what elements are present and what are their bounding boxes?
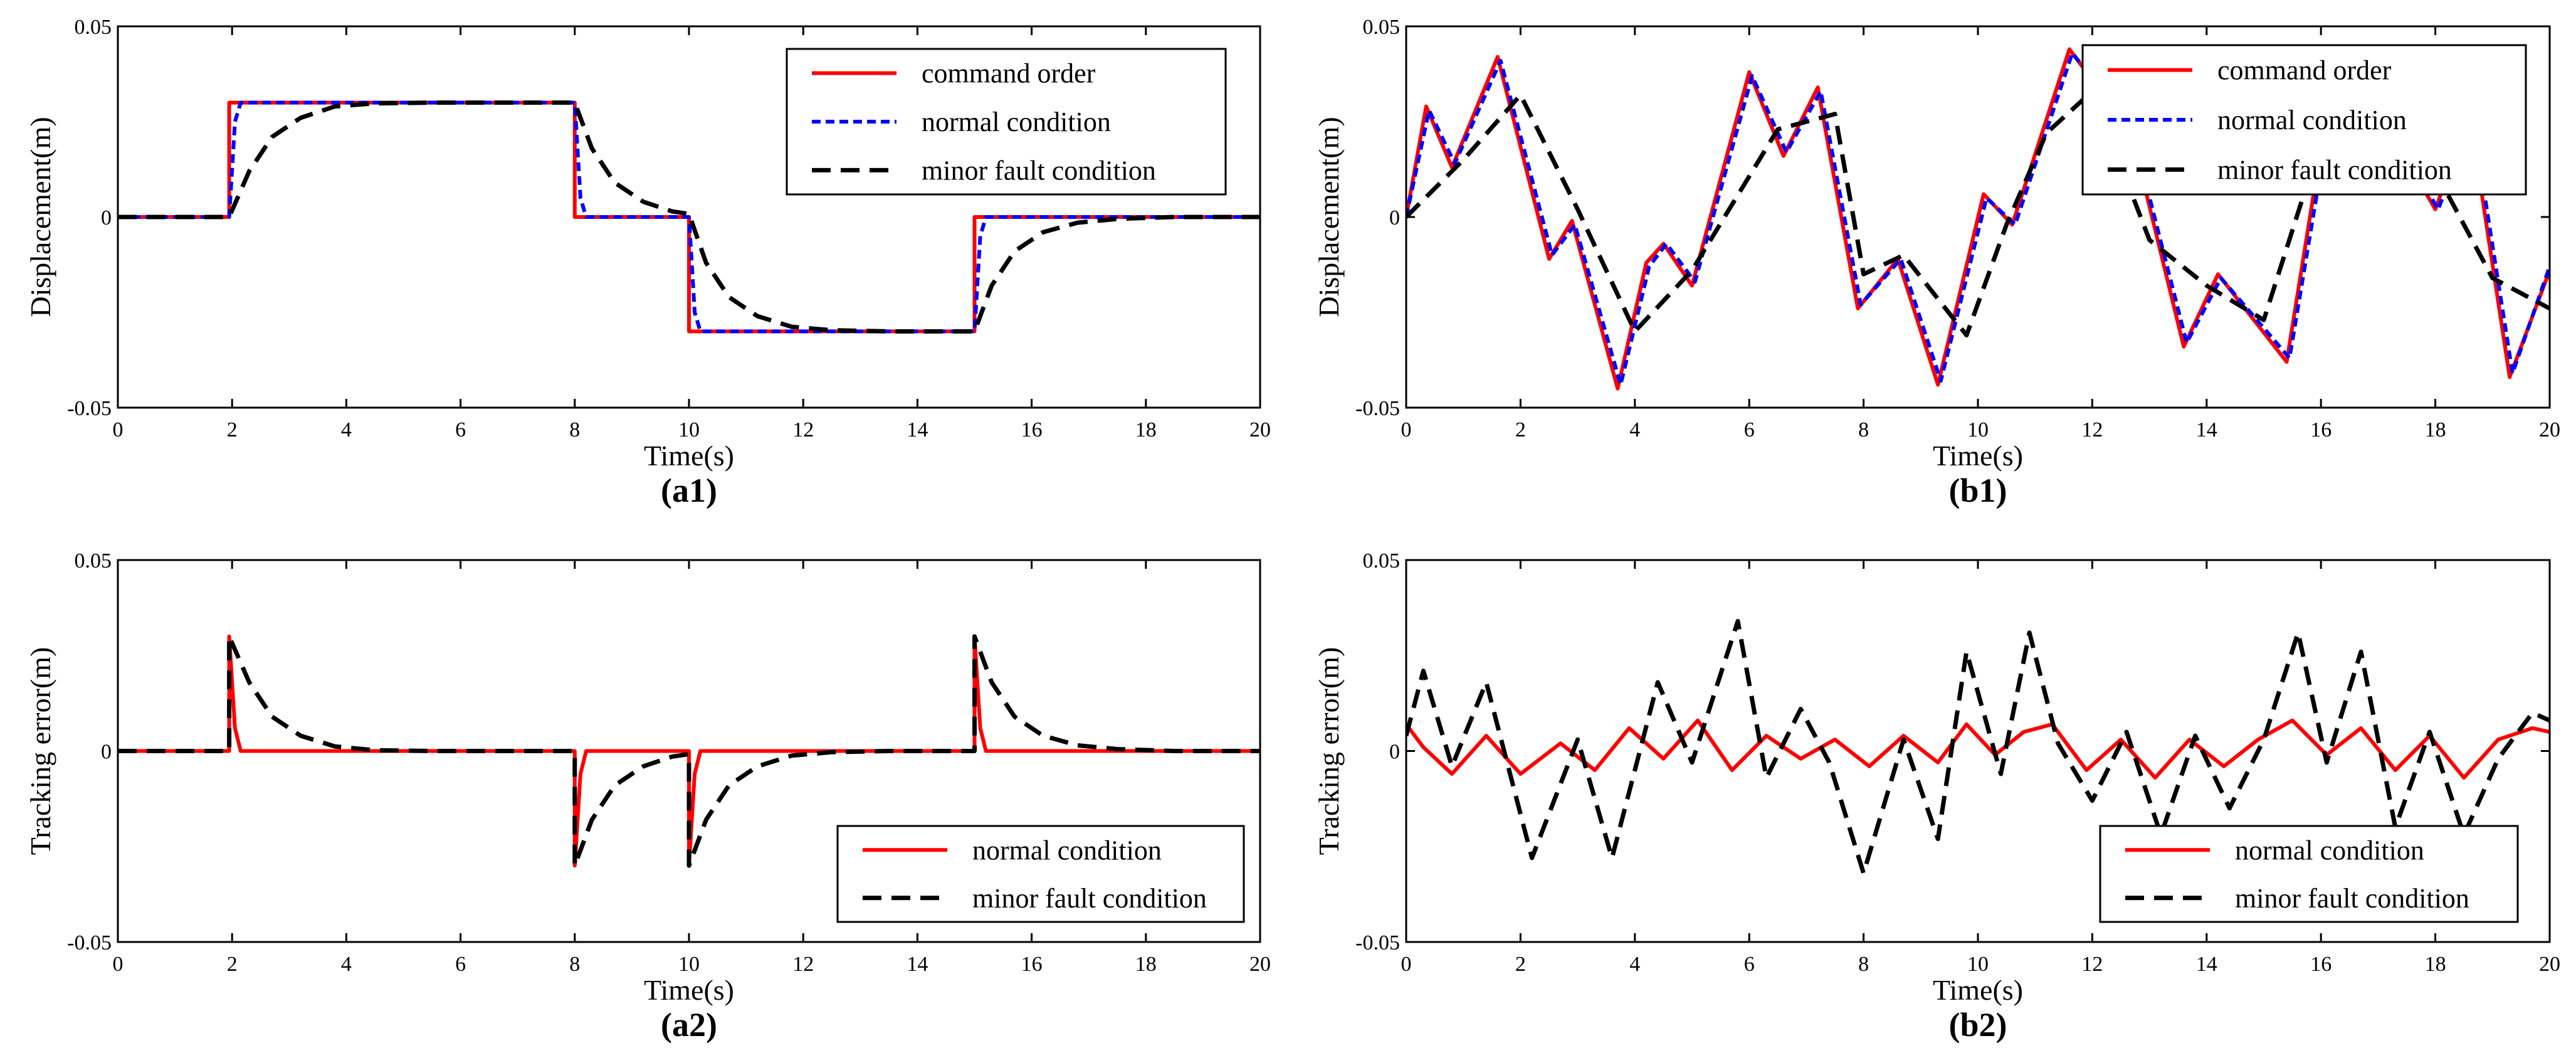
- x-tick-label-a1-5: 10: [678, 418, 700, 442]
- y-tick-label-a1-0: -0.05: [67, 397, 112, 420]
- x-tick-label-a1-8: 16: [1021, 418, 1043, 442]
- x-axis-label-a1: Time(s): [644, 440, 734, 472]
- x-tick-label-a2-5: 10: [678, 953, 700, 976]
- x-tick-label-b2-4: 8: [1858, 953, 1869, 976]
- series-line-b1-2: [1406, 88, 2550, 337]
- legend-a2: normal condition minor fault condition: [836, 825, 1245, 923]
- y-tick-label-a2-0: -0.05: [67, 931, 112, 955]
- x-tick-label-b2-5: 10: [1967, 953, 1989, 976]
- x-tick-label-a2-0: 0: [113, 953, 124, 976]
- x-tick-label-b2-3: 6: [1744, 953, 1755, 976]
- x-axis-label-b2: Time(s): [1933, 974, 2023, 1006]
- series-line-b2-0: [1406, 718, 2550, 780]
- legend-box-a2: [836, 825, 1245, 923]
- x-tick-label-a1-1: 2: [227, 418, 238, 442]
- x-tick-label-b2-6: 12: [2081, 953, 2103, 976]
- x-tick-label-b1-5: 10: [1967, 418, 1989, 442]
- series-line-a1-2: [118, 100, 1260, 334]
- series-line-a2-1: [118, 634, 1260, 868]
- x-tick-label-b1-4: 8: [1858, 418, 1869, 442]
- x-tick-label-a2-3: 6: [455, 953, 466, 976]
- y-tick-label-b1-2: 0.05: [1363, 16, 1401, 39]
- x-tick-label-a1-4: 8: [569, 418, 580, 442]
- x-tick-label-a2-9: 18: [1135, 953, 1157, 976]
- x-tick-label-b1-6: 12: [2081, 418, 2103, 442]
- x-axis-label-a2: Time(s): [644, 974, 734, 1006]
- legend-label-a1-0: command order: [922, 58, 1096, 89]
- panel-b1: 0 2 4 6 8 10 12 14 16 18 20-0.0500.05Time(s)(b1)Di…: [1313, 16, 2560, 509]
- x-tick-label-b2-1: 2: [1515, 953, 1526, 976]
- x-tick-label-b2-9: 18: [2425, 953, 2446, 976]
- x-tick-label-a2-1: 2: [227, 953, 238, 976]
- x-tick-label-a1-6: 12: [792, 418, 814, 442]
- legend-a1: command order normal condition minor fault…: [786, 48, 1227, 196]
- y-tick-label-a2-1: 0: [101, 741, 112, 764]
- x-tick-label-a1-10: 20: [1249, 418, 1271, 442]
- x-tick-label-b1-7: 14: [2196, 418, 2217, 442]
- panel-a2: 0 2 4 6 8 10 12 14 16 18 20-0.0500.05Time(s)(a2)Tr…: [24, 549, 1271, 1044]
- x-tick-label-b2-2: 4: [1629, 953, 1640, 976]
- panel-caption-a2: (a2): [661, 1006, 717, 1044]
- x-tick-label-a2-2: 4: [341, 953, 352, 976]
- x-tick-label-a1-3: 6: [455, 418, 466, 442]
- y-tick-label-b1-0: -0.05: [1355, 397, 1400, 420]
- panel-caption-a1: (a1): [661, 472, 717, 509]
- legend-label-b1-2: minor fault condition: [2217, 154, 2452, 185]
- panel-b2: 0 2 4 6 8 10 12 14 16 18 20-0.0500.05Time(s)(b2)Tr…: [1313, 549, 2560, 1044]
- legend-b2: normal condition minor fault condition: [2099, 825, 2519, 923]
- y-axis-label-a1: Displacement(m): [24, 117, 56, 317]
- legend-label-a2-0: normal condition: [972, 835, 1162, 865]
- x-tick-label-b2-8: 16: [2310, 953, 2332, 976]
- legend-box-b2: [2099, 825, 2519, 923]
- series-line-a2-0: [118, 634, 1260, 868]
- series-line-a1-1: [118, 100, 1260, 334]
- x-tick-label-a2-6: 12: [792, 953, 814, 976]
- x-tick-label-b2-0: 0: [1401, 953, 1412, 976]
- y-axis-label-b1: Displacement(m): [1313, 117, 1345, 317]
- legend-label-b1-1: normal condition: [2217, 105, 2407, 135]
- x-tick-label-a2-10: 20: [1249, 953, 1271, 976]
- x-tick-label-b1-1: 2: [1515, 418, 1526, 442]
- y-tick-label-a2-2: 0.05: [75, 549, 112, 573]
- y-axis-label-a2: Tracking error(m): [24, 647, 56, 855]
- panel-a1: 0 2 4 6 8 10 12 14 16 18 20-0.0500.05Time(s)(a1)Di…: [24, 16, 1271, 509]
- x-axis-label-b1: Time(s): [1933, 440, 2023, 472]
- x-tick-label-a1-7: 14: [907, 418, 928, 442]
- x-tick-label-a1-0: 0: [113, 418, 124, 442]
- x-tick-label-a2-7: 14: [907, 953, 928, 976]
- x-tick-label-a2-4: 8: [569, 953, 580, 976]
- x-tick-label-a1-2: 4: [341, 418, 352, 442]
- x-tick-label-a2-8: 16: [1021, 953, 1043, 976]
- panel-caption-b2: (b2): [1949, 1006, 2007, 1044]
- y-axis-label-b2: Tracking error(m): [1313, 647, 1345, 855]
- x-tick-label-b2-10: 20: [2539, 953, 2560, 976]
- y-tick-label-a1-1: 0: [101, 206, 112, 230]
- x-tick-label-b1-9: 18: [2425, 418, 2446, 442]
- legend-label-a1-1: normal condition: [922, 107, 1111, 137]
- y-tick-label-b2-2: 0.05: [1363, 549, 1401, 573]
- legend-label-b2-0: normal condition: [2235, 835, 2424, 865]
- x-tick-label-b1-8: 16: [2310, 418, 2332, 442]
- x-tick-label-b1-0: 0: [1401, 418, 1412, 442]
- legend-label-b1-0: command order: [2217, 55, 2392, 86]
- x-tick-label-b2-7: 14: [2196, 953, 2217, 976]
- y-tick-label-b1-1: 0: [1389, 206, 1400, 230]
- y-tick-label-b2-0: -0.05: [1355, 931, 1400, 955]
- legend-label-b2-1: minor fault condition: [2235, 883, 2469, 914]
- series-line-b1-1: [1406, 51, 2550, 387]
- x-tick-label-a1-9: 18: [1135, 418, 1157, 442]
- series-line-b2-1: [1406, 618, 2550, 875]
- x-tick-label-b1-2: 4: [1629, 418, 1640, 442]
- panel-caption-b1: (b1): [1949, 472, 2007, 509]
- x-tick-label-b1-10: 20: [2539, 418, 2560, 442]
- legend-b1: command order normal condition minor fault…: [2081, 44, 2527, 196]
- legend-label-a2-1: minor fault condition: [972, 883, 1207, 914]
- y-tick-label-a1-2: 0.05: [75, 16, 112, 39]
- legend-label-a1-2: minor fault condition: [922, 155, 1156, 186]
- y-tick-label-b2-1: 0: [1389, 741, 1400, 764]
- x-tick-label-b1-3: 6: [1744, 418, 1755, 442]
